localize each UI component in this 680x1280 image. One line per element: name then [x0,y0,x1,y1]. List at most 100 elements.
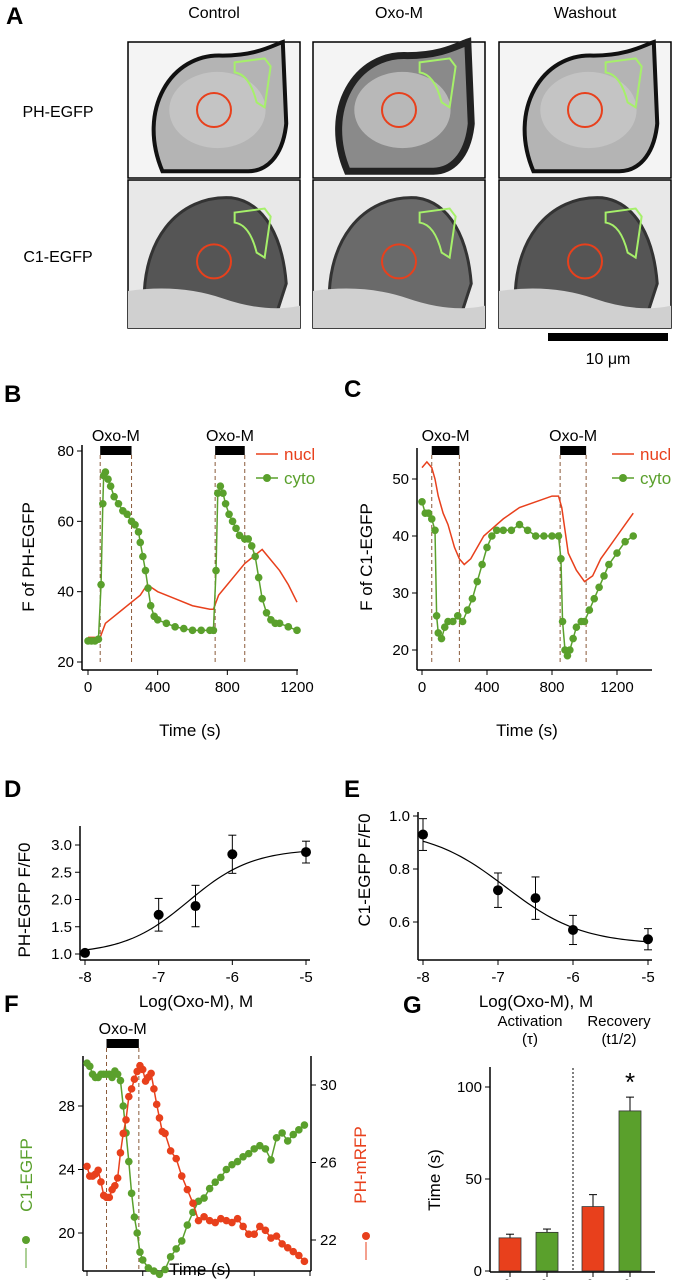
c-point-cyto [540,532,548,540]
c-point-cyto [507,526,516,535]
f-point-c1-egfp [177,1237,186,1245]
c-point-cyto [458,617,467,626]
f-point-c1-egfp [116,1076,125,1085]
b-point-cyto [162,619,171,628]
f-point-c1-egfp [144,1264,153,1272]
f-point-c1-egfp [172,1245,180,1253]
e-y-tick-label: 0.8 [389,861,410,878]
c-ylabel: F of C1-EGFP [357,503,376,611]
b-drug-label: Oxo-M [92,428,140,445]
f-point-c1-egfp [155,1270,164,1279]
e-data-point [530,893,541,904]
b-point-cyto [97,580,105,589]
b-point-cyto [262,608,271,617]
c-point-cyto [424,509,433,517]
nucleus-roi [567,92,603,128]
column-title-oxo-m: Oxo-M [375,5,423,22]
b-point-cyto [293,626,301,635]
c-y-tick-label: 30 [392,585,409,602]
row-label-c1-egfp: C1-EGFP [23,249,92,266]
f-point-c1-egfp [261,1145,270,1153]
b-point-cyto [139,552,147,561]
f-point-ph-mrfp [244,1230,253,1238]
cell-image [498,179,672,329]
c-xlabel: Time (s) [496,721,558,740]
f-point-ph-mrfp [113,1174,122,1182]
g-significance-star: * [625,1067,635,1097]
d-x-tick-label: -5 [299,969,312,986]
f-point-c1-egfp [289,1130,298,1139]
b-point-cyto [197,626,206,635]
b-y-tick-label: 20 [57,654,74,671]
f-point-c1-egfp [133,1229,141,1237]
b-drug-bar [100,446,132,455]
d-x-tick-label: -8 [78,969,91,986]
f-drug-label: Oxo-M [99,1021,147,1038]
b-point-cyto [101,468,110,476]
b-point-cyto [216,482,225,490]
d-data-point [153,909,164,920]
c-drug-label: Oxo-M [422,428,470,445]
cyto-roi [233,57,272,110]
f-point-ph-mrfp [83,1162,91,1171]
c-point-cyto [629,532,638,540]
neighbor-cell [313,288,485,328]
d-y-tick-label: 1.0 [51,946,72,963]
b-x-tick-label: 800 [215,679,240,696]
c-y-tick-label: 20 [392,642,409,659]
d-y-tick-label: 1.5 [51,919,72,936]
e-x-tick-label: -5 [641,969,654,986]
b-point-cyto [141,566,150,575]
panel-label-e: E [344,776,360,803]
b-point-cyto [146,601,155,610]
f-point-ph-mrfp [278,1240,286,1248]
f-point-ph-mrfp [189,1199,197,1207]
e-x-tick-label: -7 [491,969,504,986]
f-ylabel-right: PH-mRFP [351,1126,370,1203]
f-point-c1-egfp [250,1145,259,1153]
chart-d: -8 -7 -6 -5 1.0 1.5 2.0 2.5 3.0 [51,826,313,986]
f-point-c1-egfp [211,1178,220,1186]
c-point-cyto [463,606,472,614]
chart-f: 0100200300400202428222630Oxo-M [22,1021,370,1279]
c-point-cyto [585,606,594,614]
d-y-tick-label: 2.0 [51,892,72,909]
chart-b: 0 400 800 1200 20 40 60 80 Oxo-M Oxo-M nucl cyto [57,428,315,696]
f-point-ph-mrfp [111,1181,119,1190]
panel-label-b: B [4,381,21,408]
c-point-cyto [449,617,457,626]
f-point-c1-egfp [138,1256,147,1264]
f-point-ph-mrfp [289,1247,298,1256]
e-y-tick-label: 1.0 [389,808,410,825]
b-ylabel: F of PH-EGFP [19,502,38,612]
g-group-recovery: Recovery [587,1013,651,1030]
c-point-cyto [558,617,567,626]
f-point-ph-mrfp [152,1100,161,1109]
c-point-cyto [483,543,491,552]
g-group-activation: Activation [497,1013,562,1030]
b-point-cyto [179,624,188,633]
b-point-cyto [221,499,230,508]
f-ylabel-left-marker [22,1236,30,1244]
c-point-cyto [488,532,496,540]
f-point-ph-mrfp [125,1092,133,1101]
panel-label-f: F [4,991,19,1018]
c-drug-bar [560,446,587,455]
c-point-cyto [590,594,599,603]
f-point-ph-mrfp [119,1129,128,1138]
cyto-roi [604,57,643,110]
f-point-c1-egfp [119,1102,128,1110]
c-point-cyto [492,526,501,535]
f-point-c1-egfp [166,1253,175,1261]
f-y-tick-label-right: 22 [320,1232,337,1249]
f-point-c1-egfp [136,1248,144,1256]
f-point-c1-egfp [272,1133,281,1142]
f-point-ph-mrfp [161,1129,169,1138]
f-point-ph-mrfp [233,1214,242,1223]
f-point-ph-mrfp [272,1232,281,1240]
nucleus [169,71,266,149]
column-title-control: Control [188,5,240,22]
c-point-cyto [453,612,462,620]
b-point-cyto [153,616,162,624]
f-y-tick-label: 28 [58,1098,75,1115]
